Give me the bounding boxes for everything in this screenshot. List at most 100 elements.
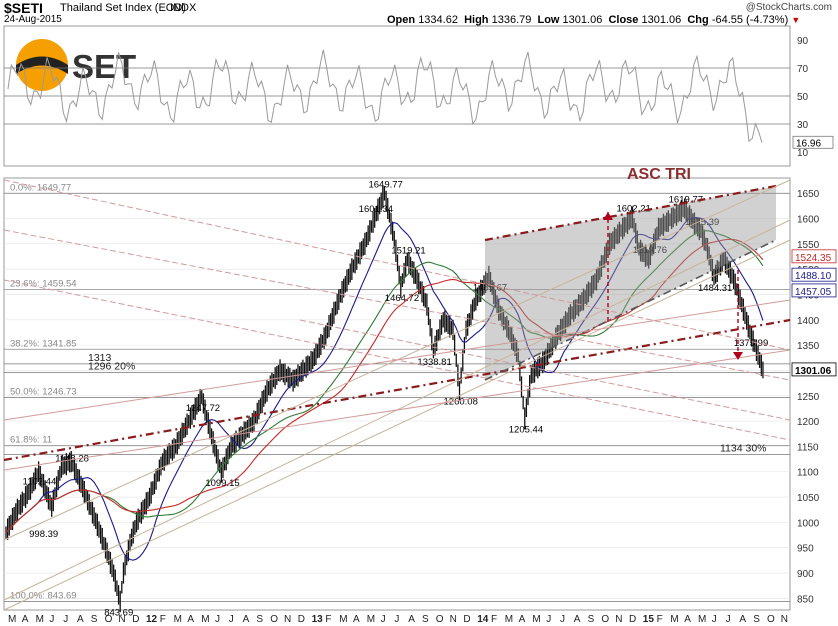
x-tick-label: F — [325, 614, 331, 625]
price-point-label: 1575.39 — [685, 217, 719, 228]
rsi-last-value-box — [792, 135, 834, 149]
x-tick-label: M — [201, 614, 209, 625]
trend-line — [484, 184, 777, 242]
x-tick-label: A — [574, 614, 581, 625]
open-label: Open — [387, 14, 416, 26]
x-tick-label: J — [726, 614, 731, 625]
x-tick-label: M — [8, 614, 16, 625]
x-tick-label: S — [588, 614, 595, 625]
value-tag-label: 1457.05 — [795, 287, 832, 298]
x-tick-label: M — [36, 614, 44, 625]
price-point-label: 1519.21 — [391, 245, 425, 256]
low-label: Low — [537, 14, 560, 26]
rsi-last-value: 16.96 — [796, 138, 821, 149]
x-tick-label: N — [450, 614, 457, 625]
logo-text: SET — [72, 48, 136, 85]
price-point-label: 1519.76 — [633, 245, 667, 256]
x-tick-label: J — [215, 614, 220, 625]
x-tick-label: D — [132, 614, 139, 625]
arrow-head-icon — [733, 352, 743, 360]
fib-level-label: 23.6%: 1459.54 — [10, 279, 77, 290]
x-tick-label: N — [284, 614, 291, 625]
x-tick-label: A — [22, 614, 29, 625]
x-tick-label: A — [187, 614, 194, 625]
high-value: 1336.79 — [491, 14, 532, 26]
x-tick-label: D — [298, 614, 305, 625]
x-tick-label: A — [243, 614, 250, 625]
x-tick-label: J — [712, 614, 717, 625]
index-name: Thailand Set Index (EOD) — [60, 2, 186, 14]
x-tick-label: F — [160, 614, 166, 625]
x-tick-label: 12 — [146, 614, 158, 625]
value-tag-label: 1488.10 — [795, 271, 832, 282]
price-tick-label: 1600 — [797, 215, 820, 226]
x-tick-label: 13 — [312, 614, 324, 625]
price-tick-label: 1650 — [797, 189, 820, 200]
asc-triangle-shape — [485, 186, 776, 380]
value-tag-box — [791, 283, 837, 298]
trend-line — [3, 318, 791, 462]
price-point-label: 1485.67 — [473, 282, 507, 293]
price-point-label: 1375.99 — [734, 338, 768, 349]
x-tick-label: M — [367, 614, 375, 625]
x-tick-label: 14 — [477, 614, 489, 625]
price-point-label: 843.69 — [104, 608, 133, 619]
x-tick-label: D — [463, 614, 470, 625]
price-point-label: 1619.77 — [669, 195, 703, 206]
x-tick-label: A — [353, 614, 360, 625]
value-tag-box — [791, 267, 837, 282]
x-tick-label: O — [601, 614, 609, 625]
x-tick-label: O — [767, 614, 775, 625]
x-tick-label: O — [270, 614, 278, 625]
chart-header: $SETI Thailand Set Index (EOD) INDX 24-A… — [0, 0, 838, 26]
value-tag-label: 1301.06 — [795, 366, 832, 377]
x-tick-label: J — [63, 614, 68, 625]
price-point-label: 1602.21 — [616, 203, 650, 214]
price-point-label: 1205.44 — [509, 424, 543, 435]
rsi-line — [7, 49, 763, 143]
price-point-label: 1649.77 — [368, 179, 402, 190]
price-tick-label: 1050 — [797, 493, 820, 504]
trend-line — [3, 179, 791, 351]
x-tick-label: A — [77, 614, 84, 625]
price-point-label: 1484.31 — [698, 283, 732, 294]
price-tick-label: 1000 — [797, 518, 820, 529]
arrow-head-icon — [603, 212, 613, 220]
x-tick-label: M — [505, 614, 513, 625]
x-tick-label: O — [436, 614, 444, 625]
x-tick-label: M — [532, 614, 540, 625]
chg-label: Chg — [687, 14, 709, 26]
moving-average-ma50 — [5, 217, 764, 561]
price-tick-label: 850 — [797, 594, 814, 605]
x-tick-label: M — [670, 614, 678, 625]
pattern-label: ASC TRI — [627, 166, 691, 183]
logo-swoosh-icon — [16, 56, 68, 74]
x-tick-label: F — [657, 614, 663, 625]
high-label: High — [464, 14, 489, 26]
x-tick-label: J — [394, 614, 399, 625]
fib-level-label: 61.8%: 11 — [10, 435, 52, 446]
x-tick-label: M — [698, 614, 706, 625]
trend-line — [3, 299, 791, 421]
trend-line — [3, 229, 791, 381]
price-panel — [3, 177, 791, 611]
date-label: 24-Aug-2015 — [4, 14, 62, 25]
x-tick-label: A — [408, 614, 415, 625]
price-tick-label: 1350 — [797, 341, 820, 352]
low-value: 1301.06 — [562, 14, 603, 26]
x-tick-label: N — [118, 614, 125, 625]
x-tick-label: J — [560, 614, 565, 625]
trend-line — [299, 319, 791, 421]
x-tick-label: J — [229, 614, 234, 625]
price-point-label: 1148.28 — [55, 453, 89, 464]
x-tick-label: J — [381, 614, 386, 625]
quote-bar: Open 1334.62 High 1336.79 Low 1301.06 Cl… — [387, 14, 800, 26]
price-point-label: 1338.81 — [417, 357, 451, 368]
value-tag-box — [791, 249, 837, 264]
x-tick-label: N — [615, 614, 622, 625]
close-label: Close — [608, 14, 639, 26]
rsi-tick-label: 10 — [797, 148, 809, 159]
value-tag-box — [791, 362, 837, 377]
symbol-title: $SETI — [4, 0, 43, 16]
rsi-tick-label: 50 — [797, 92, 809, 103]
